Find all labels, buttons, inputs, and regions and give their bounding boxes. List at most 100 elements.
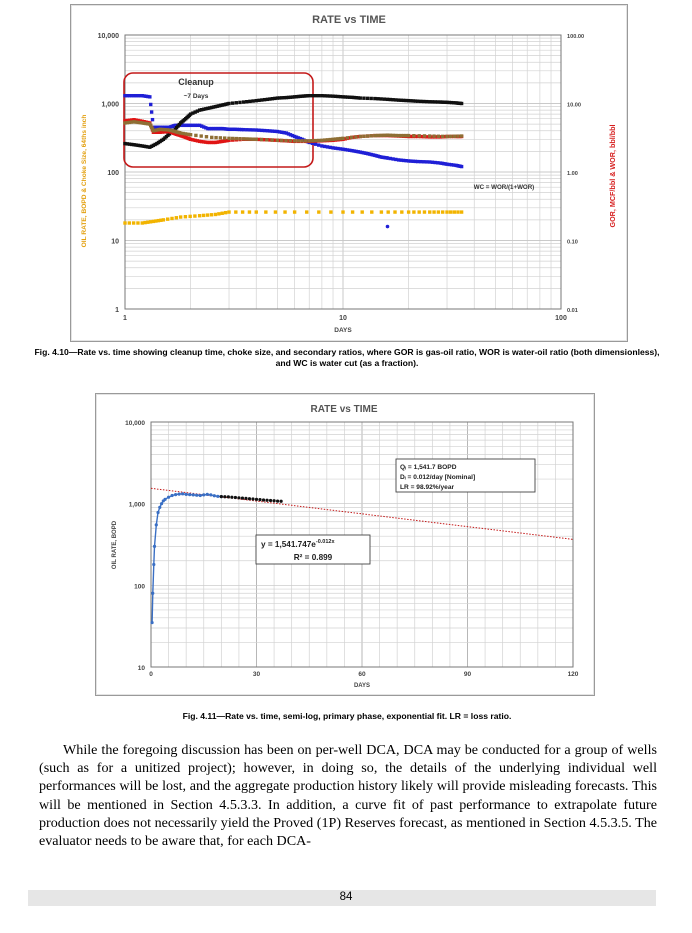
- series-0-point: [144, 94, 148, 98]
- series-2-point: [268, 138, 272, 142]
- series-3-point: [186, 132, 190, 137]
- series-4-point: [264, 210, 268, 214]
- series-1-point: [345, 95, 350, 99]
- series-1-point: [445, 100, 449, 105]
- series-0-point: [209, 493, 213, 497]
- series-3-point: [138, 120, 142, 125]
- series-3-point: [245, 137, 249, 141]
- series-2-point: [215, 140, 219, 144]
- series-1-point: [215, 104, 219, 108]
- series-3-point: [394, 133, 398, 138]
- series-0-point: [165, 125, 169, 129]
- series-0-point: [185, 123, 189, 128]
- series-4-point: [178, 215, 183, 219]
- chart1-right-axis-label: GOR, MCF/bbl & WOR, bbl/bbl: [608, 124, 617, 227]
- series-1-point: [233, 495, 237, 500]
- series-0-point: [317, 143, 321, 147]
- series-4-point: [159, 218, 163, 222]
- series-3-point: [396, 133, 401, 138]
- series-1-point: [276, 499, 280, 503]
- series-0-point: [134, 93, 138, 98]
- series-1-point: [409, 99, 413, 103]
- series-0-point: [298, 136, 303, 141]
- series-1-point: [425, 99, 429, 104]
- series-0-point: [275, 129, 280, 134]
- series-0-point: [341, 147, 345, 151]
- series-4-point: [123, 221, 127, 225]
- rate-vs-time-chart-1: RATE vs TIME 1 10 100 1 10 100 1,000 10,000 0.01…: [81, 14, 617, 334]
- series-1-point: [385, 97, 390, 102]
- y-tick-label: 1,000: [101, 102, 119, 109]
- series-0-point: [206, 126, 210, 131]
- series-3-point: [349, 135, 354, 140]
- series-0-point: [367, 152, 372, 156]
- series-3-point: [320, 138, 324, 143]
- x-tick-label: 100: [555, 315, 567, 322]
- series-2-point: [136, 118, 140, 123]
- series-0-point: [257, 128, 261, 132]
- series-1-point: [307, 93, 311, 98]
- series-0-point: [140, 93, 144, 98]
- series-3-point: [452, 134, 457, 138]
- series-4-point: [170, 216, 174, 221]
- series-1-point: [230, 495, 234, 499]
- series-4-point: [393, 210, 397, 214]
- series-1-point: [322, 94, 327, 98]
- series-0-point: [310, 141, 315, 146]
- series-1-point: [268, 97, 272, 101]
- series-1-point: [292, 95, 297, 99]
- series-0-point: [294, 135, 299, 139]
- series-1-point: [149, 144, 154, 149]
- series-2-point: [130, 118, 134, 122]
- series-0-point: [159, 502, 164, 506]
- series-1-point: [123, 141, 127, 146]
- series-3-point: [144, 121, 148, 126]
- series-1-point: [227, 101, 231, 106]
- series-2-point: [282, 139, 286, 143]
- series-3-point: [310, 139, 315, 143]
- series-1-point: [257, 98, 261, 103]
- series-0-point: [364, 151, 368, 156]
- series-4-point: [436, 210, 441, 214]
- chart2-title: RATE vs TIME: [310, 404, 377, 415]
- series-0-point: [415, 159, 420, 164]
- series-1-point: [134, 143, 138, 147]
- svg-text:y = 1,541.747e-0.012x: y = 1,541.747e-0.012x: [261, 539, 335, 549]
- page-number: 84: [339, 891, 353, 903]
- series-1-point: [284, 95, 289, 100]
- series-2-point: [273, 138, 277, 142]
- series-0-point: [216, 494, 220, 498]
- series-1-point: [254, 497, 259, 501]
- series-3-point: [136, 120, 140, 125]
- series-1-point: [209, 105, 214, 110]
- series-3-point: [307, 139, 311, 143]
- series-0-point: [152, 544, 157, 548]
- y-tick-label: 10: [138, 665, 146, 672]
- body-paragraph: While the foregoing discussion has been …: [39, 742, 657, 850]
- series-1-point: [275, 96, 280, 100]
- series-0-point: [396, 158, 401, 162]
- y-tick-label: 1: [115, 307, 119, 314]
- series-2-point: [356, 135, 360, 139]
- series-0-point: [286, 132, 291, 136]
- series-1-point: [138, 143, 142, 148]
- series-3-point: [146, 122, 150, 126]
- cleanup-days-label: ~7 Days: [184, 93, 209, 100]
- series-0-point: [237, 127, 242, 132]
- series-2-point: [262, 137, 267, 142]
- series-2-point: [134, 118, 138, 122]
- series-3-point: [338, 136, 343, 141]
- series-4-point: [201, 213, 206, 218]
- series-3-point: [194, 133, 198, 138]
- series-4-point: [209, 213, 214, 217]
- series-4-point: [379, 210, 384, 214]
- series-1-point: [202, 107, 206, 111]
- y2-tick-label: 10.00: [567, 103, 581, 109]
- series-0-point: [360, 150, 364, 155]
- series-3-point: [445, 134, 449, 139]
- series-3-point: [440, 134, 445, 139]
- figure-4-11-caption: Fig. 4.11—Rate vs. time, semi-log, prima…: [182, 711, 512, 721]
- series-2-point: [277, 138, 282, 143]
- series-0-point: [282, 130, 286, 135]
- series-0-point: [313, 142, 318, 146]
